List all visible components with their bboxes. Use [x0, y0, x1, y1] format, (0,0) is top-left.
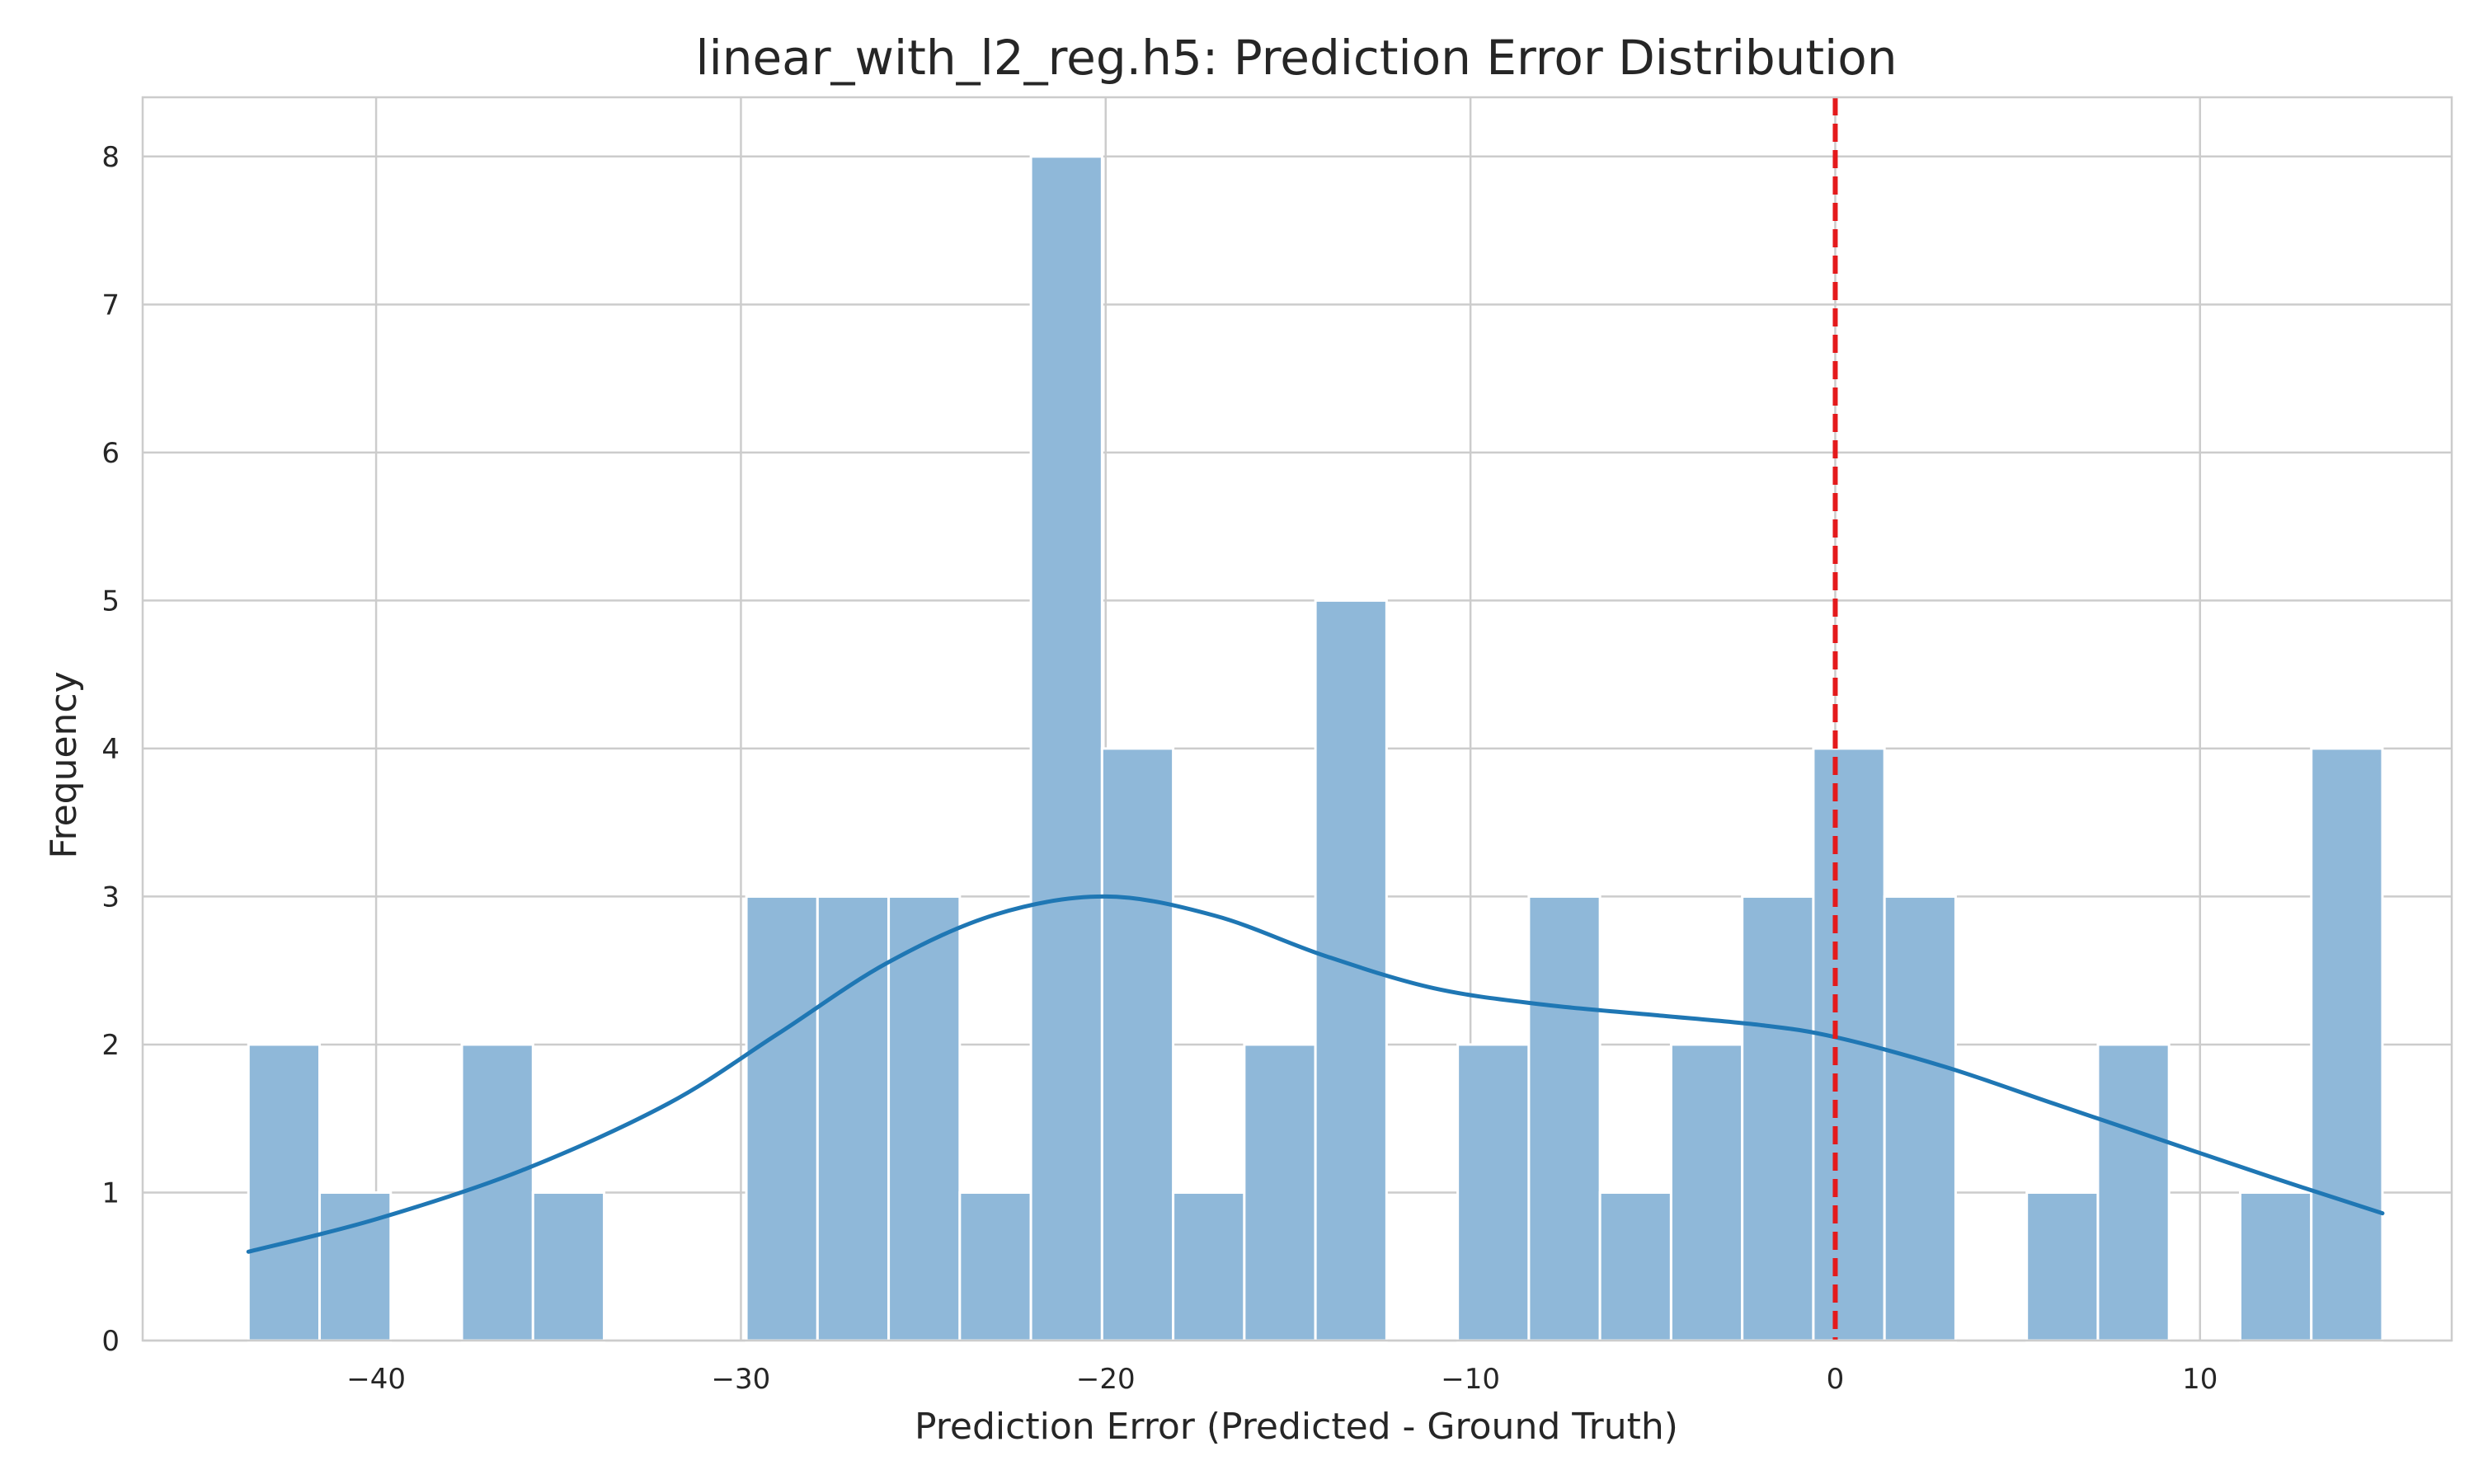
x-axis-label: Prediction Error (Predicted - Ground Tru… — [915, 1406, 1678, 1448]
histogram-bar — [2096, 1043, 2171, 1342]
x-tick-label: −10 — [1441, 1363, 1500, 1396]
x-tick-label: −40 — [346, 1363, 406, 1396]
y-axis-label: Frequency — [43, 671, 85, 858]
y-tick-label: 6 — [101, 437, 120, 470]
x-tick-labels: −40 −30 −20 −10 0 10 — [346, 1363, 2218, 1396]
y-tick-label: 4 — [101, 733, 120, 766]
kde-curve-layer — [246, 894, 2385, 1254]
y-tick-label: 1 — [101, 1176, 120, 1209]
x-tick-label: 10 — [2182, 1363, 2218, 1396]
histogram-bar — [1527, 895, 1602, 1342]
y-tick-labels: 0 1 2 3 4 5 6 7 8 — [101, 141, 120, 1358]
y-tick-label: 8 — [101, 141, 120, 174]
x-tick-label: −20 — [1076, 1363, 1136, 1396]
y-tick-label: 0 — [101, 1325, 120, 1358]
histogram-bar — [460, 1043, 534, 1342]
histogram-bar — [1172, 1190, 1246, 1342]
y-tick-label: 7 — [101, 289, 120, 322]
histogram-bar — [1741, 895, 1815, 1342]
histogram-bar — [2025, 1190, 2100, 1342]
histogram-bar — [1029, 155, 1103, 1342]
histogram-bar — [2310, 747, 2384, 1342]
histogram-bar — [816, 895, 891, 1342]
histogram-bar — [1456, 1043, 1531, 1342]
y-tick-label: 2 — [101, 1029, 120, 1062]
y-tick-label: 5 — [101, 585, 120, 618]
histogram-bar — [1100, 747, 1175, 1342]
y-tick-label: 3 — [101, 881, 120, 913]
histogram-bar — [887, 895, 962, 1342]
histogram-bar — [531, 1190, 606, 1342]
histogram-bar — [958, 1190, 1032, 1342]
histogram-bar — [2238, 1190, 2313, 1342]
histogram-bar — [1598, 1190, 1672, 1342]
histogram-bar — [745, 895, 819, 1342]
x-tick-label: −30 — [712, 1363, 771, 1396]
chart-title: linear_with_l2_reg.h5: Prediction Error … — [695, 30, 1897, 86]
histogram-bar — [1883, 895, 1957, 1342]
histogram-bar — [318, 1190, 393, 1342]
plot-area-frame — [141, 96, 2453, 1342]
histogram-bar — [1243, 1043, 1317, 1342]
histogram-bar — [247, 1043, 322, 1342]
histogram-bar — [1669, 1043, 1744, 1342]
grid-lines — [143, 97, 2452, 1342]
x-tick-label: 0 — [1827, 1363, 1845, 1396]
kde-line — [246, 894, 2385, 1254]
